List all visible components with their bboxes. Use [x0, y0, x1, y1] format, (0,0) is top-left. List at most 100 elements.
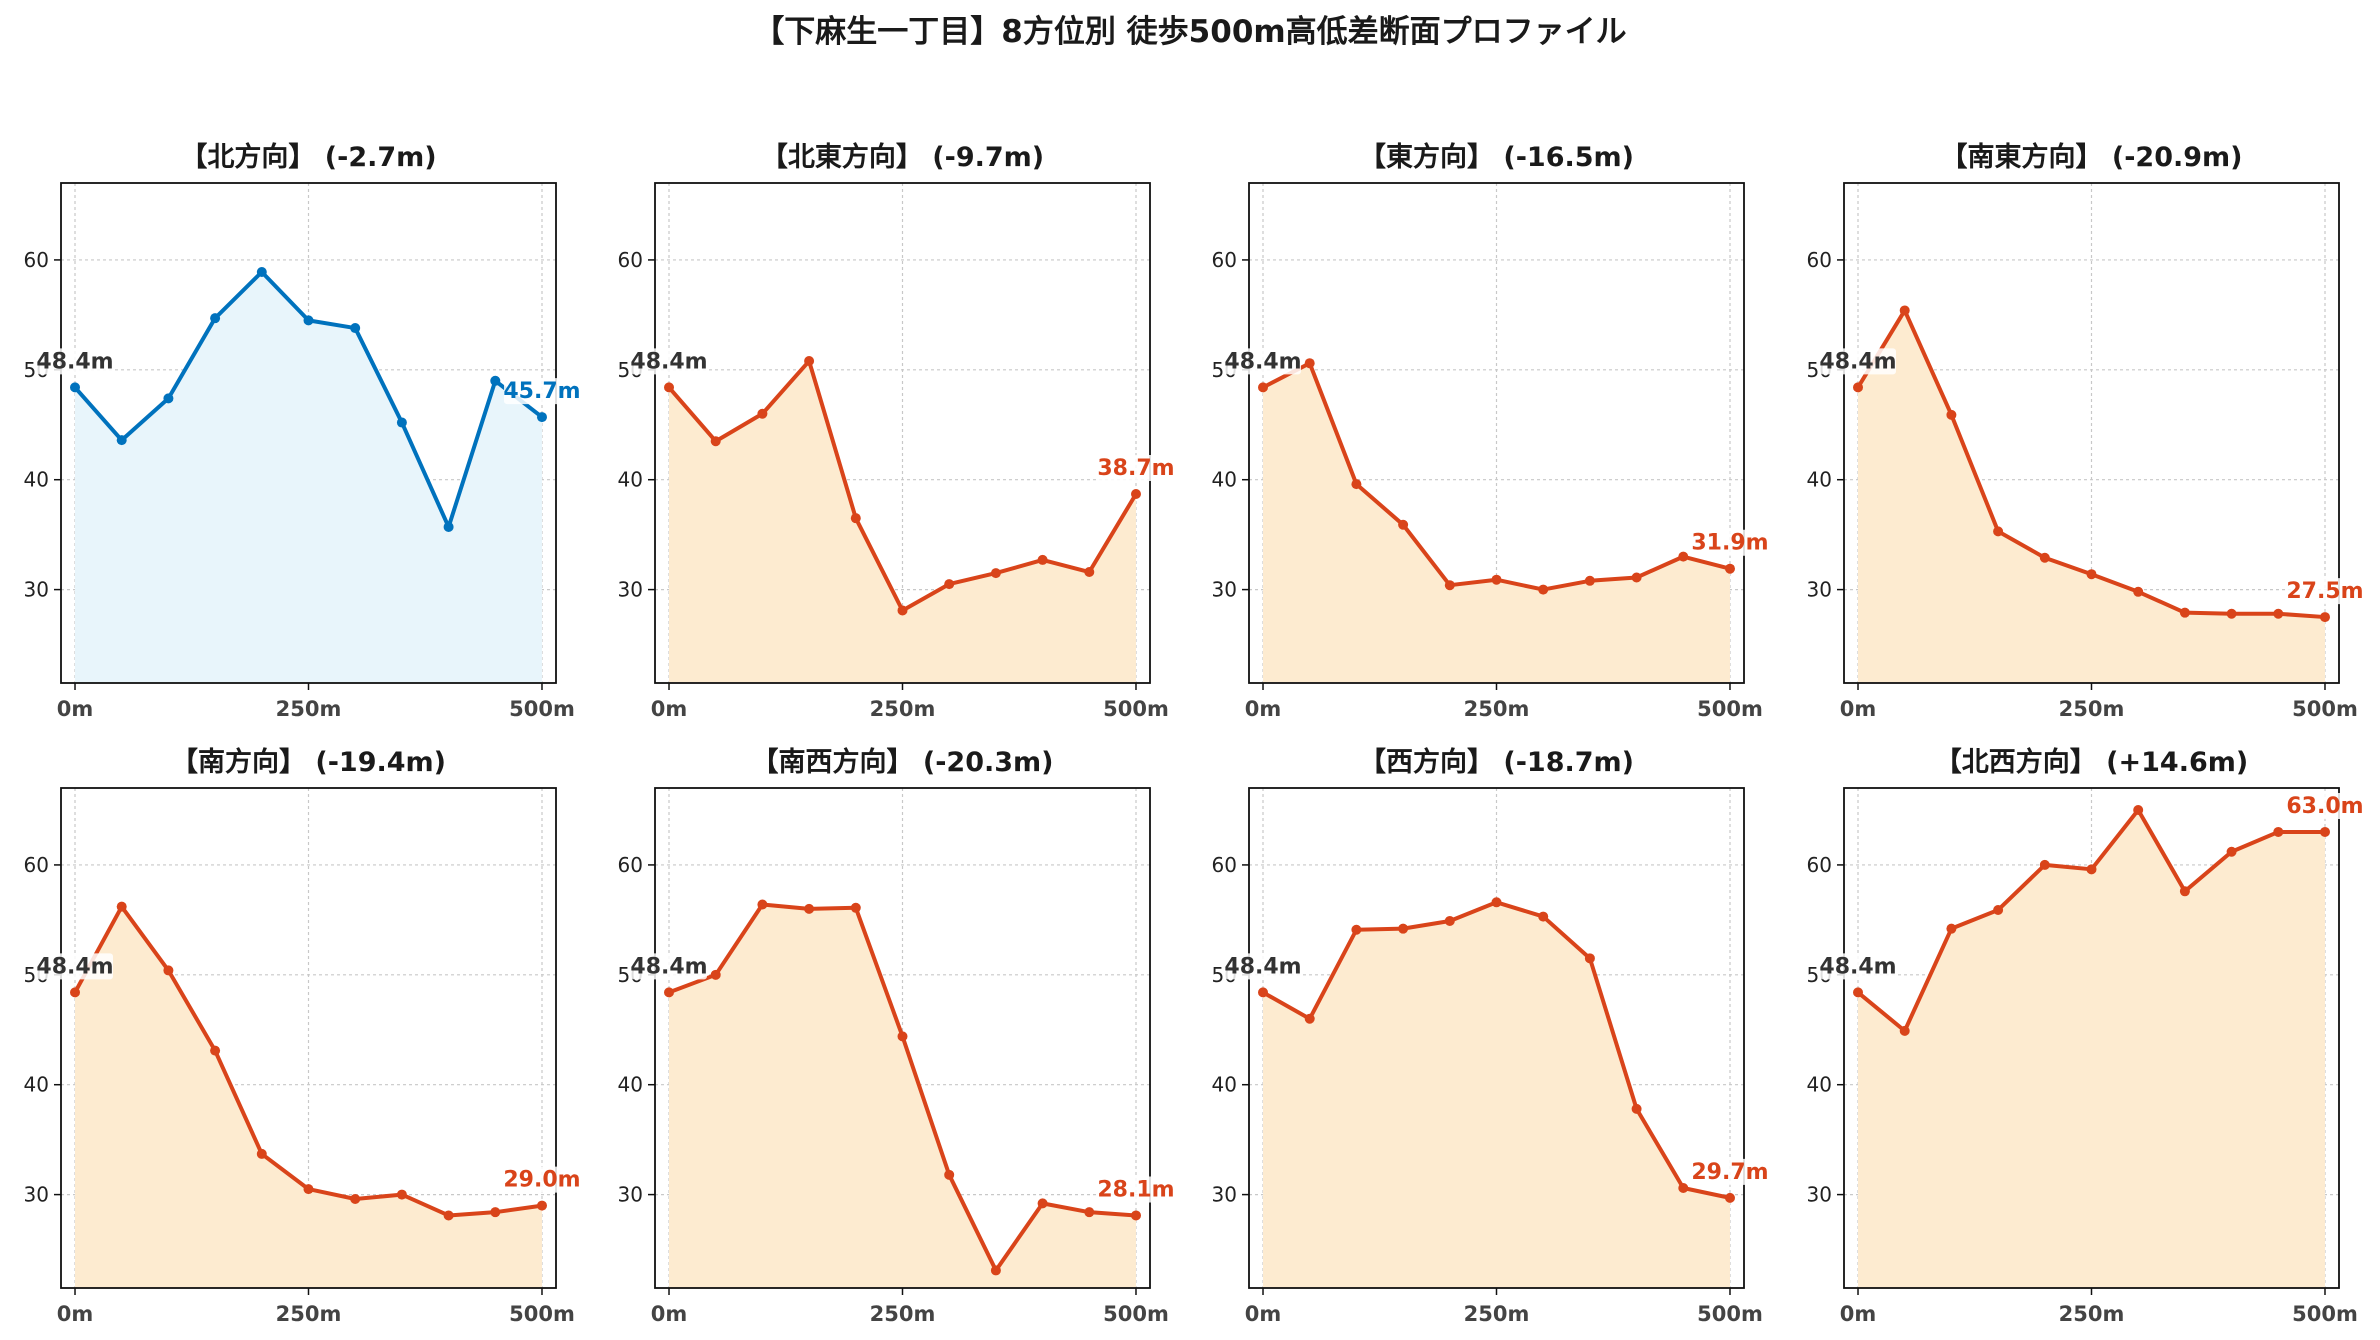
- data-point: [1304, 358, 1315, 369]
- data-point: [804, 356, 815, 367]
- x-tick-label: 250m: [1464, 1302, 1530, 1326]
- y-tick-label: 60: [618, 853, 643, 877]
- y-tick-label: 40: [618, 1073, 643, 1097]
- data-point: [1946, 923, 1957, 934]
- end-label-bg: [503, 378, 580, 405]
- x-tick-label: 250m: [276, 1302, 342, 1326]
- x-tick-label: 0m: [1840, 1302, 1877, 1326]
- x-tick-label: 250m: [870, 697, 936, 721]
- x-tick-label: 250m: [2059, 697, 2125, 721]
- data-point: [2226, 846, 2237, 857]
- y-tick-label: 40: [618, 468, 643, 492]
- panel-title: 【西方向】 (-18.7m): [1359, 746, 1634, 778]
- x-tick-label: 0m: [57, 1302, 94, 1326]
- data-point: [1899, 305, 1910, 316]
- x-tick-label: 0m: [651, 1302, 688, 1326]
- data-point: [1491, 897, 1502, 908]
- panel-title: 【北東方向】 (-9.7m): [761, 141, 1044, 173]
- start-elevation-label: 48.4m: [630, 954, 707, 979]
- data-point: [536, 1200, 547, 1211]
- data-point: [256, 267, 267, 278]
- panel-title: 【北西方向】 (+14.6m): [1935, 746, 2248, 778]
- y-tick-label: 40: [1212, 468, 1237, 492]
- end-elevation-label: 38.7m: [1097, 456, 1174, 481]
- start-label-bg: [1225, 953, 1302, 980]
- data-point: [2039, 552, 2050, 563]
- data-point: [1037, 1198, 1048, 1209]
- area-fill: [75, 272, 542, 683]
- start-label-bg: [1820, 348, 1897, 375]
- data-point: [1538, 584, 1549, 595]
- data-point: [2273, 608, 2284, 619]
- start-label-bg: [1820, 953, 1897, 980]
- data-point: [1491, 574, 1502, 585]
- data-point: [990, 1265, 1001, 1276]
- end-elevation-label: 31.9m: [1691, 531, 1768, 556]
- data-point: [490, 1207, 501, 1218]
- y-tick-label: 30: [24, 1183, 49, 1207]
- x-tick-label: 0m: [57, 697, 94, 721]
- x-tick-label: 250m: [870, 1302, 936, 1326]
- data-point: [664, 382, 675, 393]
- data-point: [303, 1184, 314, 1195]
- y-tick-label: 60: [1807, 248, 1832, 272]
- data-point: [1444, 915, 1455, 926]
- start-elevation-label: 48.4m: [1819, 954, 1896, 979]
- start-label-bg: [1225, 348, 1302, 375]
- data-point: [990, 568, 1001, 579]
- data-point: [1304, 1013, 1315, 1024]
- data-point: [1584, 953, 1595, 964]
- data-point: [1993, 526, 2004, 537]
- area-fill: [669, 361, 1136, 683]
- x-tick-label: 500m: [2292, 697, 2358, 721]
- data-point: [1258, 382, 1269, 393]
- data-point: [757, 408, 768, 419]
- data-point: [1351, 479, 1362, 490]
- data-point: [1130, 488, 1141, 499]
- data-point: [210, 1045, 221, 1056]
- data-point: [70, 382, 81, 393]
- data-point: [1631, 572, 1642, 583]
- panel-title: 【南西方向】 (-20.3m): [751, 746, 1053, 778]
- data-point: [1258, 987, 1269, 998]
- y-tick-label: 40: [24, 1073, 49, 1097]
- data-point: [396, 1189, 407, 1200]
- panel-title: 【東方向】 (-16.5m): [1359, 141, 1634, 173]
- end-elevation-label: 63.0m: [2286, 794, 2363, 819]
- y-tick-label: 60: [618, 248, 643, 272]
- end-label-bg: [1097, 1176, 1174, 1203]
- data-point: [1853, 382, 1864, 393]
- data-point: [1444, 580, 1455, 591]
- y-tick-label: 40: [1212, 1073, 1237, 1097]
- x-tick-label: 500m: [1697, 1302, 1763, 1326]
- data-point: [163, 393, 174, 404]
- data-point: [396, 417, 407, 428]
- data-point: [1538, 911, 1549, 922]
- y-tick-label: 30: [618, 578, 643, 602]
- data-point: [1724, 563, 1735, 574]
- y-tick-label: 60: [24, 853, 49, 877]
- y-tick-label: 40: [1807, 468, 1832, 492]
- y-tick-label: 30: [1807, 1183, 1832, 1207]
- x-tick-label: 0m: [1245, 1302, 1282, 1326]
- data-point: [850, 513, 861, 524]
- x-tick-label: 500m: [509, 1302, 575, 1326]
- data-point: [303, 315, 314, 326]
- end-elevation-label: 28.1m: [1097, 1177, 1174, 1202]
- x-tick-label: 250m: [1464, 697, 1530, 721]
- figure-title: 【下麻生一丁目】8方位別 徒歩500m高低差断面プロファイル: [753, 14, 1626, 50]
- area-fill: [75, 906, 542, 1288]
- x-tick-label: 0m: [1840, 697, 1877, 721]
- data-point: [1084, 1207, 1095, 1218]
- x-tick-label: 500m: [1103, 697, 1169, 721]
- data-point: [163, 965, 174, 976]
- data-point: [2319, 826, 2330, 837]
- data-point: [1631, 1103, 1642, 1114]
- data-point: [2273, 826, 2284, 837]
